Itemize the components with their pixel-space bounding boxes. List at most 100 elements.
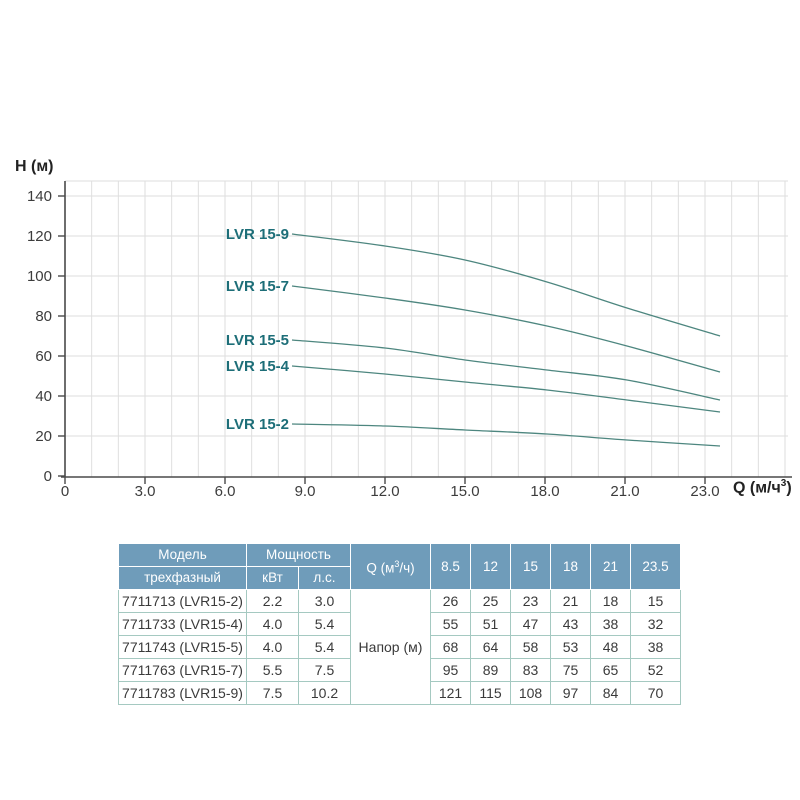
head-value-cell: 64 [470, 635, 511, 659]
head-value-cell: 58 [510, 635, 551, 659]
head-value-cell: 55 [430, 612, 471, 636]
head-value-cell: 18 [590, 589, 631, 613]
head-value-cell: 51 [470, 612, 511, 636]
x-axis-title-sup: 3 [780, 478, 787, 489]
chart-canvas: 0 20 40 60 80 100 120 140 0 3.0 6.0 9.0 12.0 15.0 18.0… [27, 180, 792, 500]
head-value-cell: 108 [510, 681, 551, 705]
y-tick-label: 100 [27, 268, 52, 285]
head-label-cell: Напор (м) [350, 589, 431, 705]
model-cell: 7711733 (LVR15-4) [118, 612, 247, 636]
hp-cell: 7.5 [298, 658, 351, 682]
head-value-cell: 32 [630, 612, 681, 636]
col-header-q-21: 21 [590, 543, 631, 590]
col-header-kw: кВт [246, 566, 299, 590]
y-tick-label: 40 [35, 388, 52, 405]
curve-lvr-15-5 [291, 339, 721, 401]
head-value-cell: 65 [590, 658, 631, 682]
head-value-cell: 53 [550, 635, 591, 659]
head-value-cell: 25 [470, 589, 511, 613]
head-value-cell: 38 [630, 635, 681, 659]
head-value-cell: 68 [430, 635, 471, 659]
table-body: 7711713 (LVR15-2) 2.2 3.0 Напор (м) 26 25 23 21… [118, 589, 681, 705]
col-header-model-sub: трехфазный [118, 566, 247, 590]
kw-cell: 4.0 [246, 635, 299, 659]
head-value-cell: 26 [430, 589, 471, 613]
y-tick-label: 120 [27, 228, 52, 245]
table-row: 7711763 (LVR15-7) 5.5 7.5 95 89 83 75 65 52 [118, 658, 681, 682]
x-tick-label: 9.0 [295, 483, 316, 500]
curve-lvr-15-4 [291, 365, 721, 413]
x-axis-title: Q (м/ч3) [733, 478, 792, 497]
x-axis-title-close: ) [786, 479, 792, 497]
q-header-close: /ч) [399, 560, 415, 576]
head-value-cell: 43 [550, 612, 591, 636]
head-value-cell: 89 [470, 658, 511, 682]
kw-cell: 7.5 [246, 681, 299, 705]
head-value-cell: 23 [510, 589, 551, 613]
kw-cell: 2.2 [246, 589, 299, 613]
hp-cell: 10.2 [298, 681, 351, 705]
model-cell: 7711783 (LVR15-9) [118, 681, 247, 705]
head-value-cell: 47 [510, 612, 551, 636]
model-cell: 7711713 (LVR15-2) [118, 589, 247, 613]
curve-label-lvr-15-5: LVR 15-5 [226, 332, 289, 349]
hp-cell: 5.4 [298, 635, 351, 659]
col-header-q-8.5: 8.5 [430, 543, 471, 590]
col-header-q: Q (м3/ч) [350, 543, 431, 590]
y-axis-title: H (м) [15, 158, 54, 175]
kw-cell: 4.0 [246, 612, 299, 636]
head-value-cell: 48 [590, 635, 631, 659]
table-header: Модель Мощность Q (м3/ч) 8.5 12 15 18 21 23.5… [118, 543, 681, 590]
x-tick-label: 0 [61, 483, 69, 500]
head-value-cell: 121 [430, 681, 471, 705]
head-value-cell: 75 [550, 658, 591, 682]
col-header-q-18: 18 [550, 543, 591, 590]
y-tick-label: 60 [35, 348, 52, 365]
curve-lvr-15-7 [291, 285, 721, 373]
head-value-cell: 70 [630, 681, 681, 705]
hp-cell: 3.0 [298, 589, 351, 613]
head-value-cell: 84 [590, 681, 631, 705]
pump-curves-chart: 0 20 40 60 80 100 120 140 0 3.0 6.0 9.0 12.0 15.0 18.0… [15, 158, 792, 500]
col-header-hp: л.с. [298, 566, 351, 590]
head-value-cell: 95 [430, 658, 471, 682]
head-value-cell: 21 [550, 589, 591, 613]
x-tick-label: 23.0 [690, 483, 719, 500]
col-header-model: Модель [118, 543, 247, 567]
curve-lvr-15-9 [291, 233, 721, 337]
table-row: 7711713 (LVR15-2) 2.2 3.0 Напор (м) 26 25 23 21… [118, 589, 681, 705]
model-cell: 7711763 (LVR15-7) [118, 658, 247, 682]
hp-cell: 5.4 [298, 612, 351, 636]
col-header-q-15: 15 [510, 543, 551, 590]
head-value-cell: 115 [470, 681, 511, 705]
curve-label-lvr-15-4: LVR 15-4 [226, 358, 290, 375]
head-value-cell: 97 [550, 681, 591, 705]
y-tick-label: 140 [27, 188, 52, 205]
model-cell: 7711743 (LVR15-5) [118, 635, 247, 659]
x-tick-label: 6.0 [215, 483, 236, 500]
pump-spec-table: Модель Мощность Q (м3/ч) 8.5 12 15 18 21 23.5… [118, 543, 681, 705]
x-axis-title-text: Q (м/ч [733, 479, 781, 497]
y-tick-label: 0 [44, 468, 52, 485]
x-tick-label: 15.0 [450, 483, 479, 500]
y-tick-label: 20 [35, 428, 52, 445]
curve-label-lvr-15-9: LVR 15-9 [226, 226, 289, 243]
y-tick-label: 80 [35, 308, 52, 325]
head-value-cell: 83 [510, 658, 551, 682]
x-tick-label: 18.0 [530, 483, 559, 500]
table-row: 7711743 (LVR15-5) 4.0 5.4 68 64 58 53 48 38 [118, 635, 681, 659]
col-header-q-23.5: 23.5 [630, 543, 681, 590]
head-value-cell: 52 [630, 658, 681, 682]
curve-lvr-15-2 [291, 423, 721, 447]
q-header-text: Q (м [366, 560, 395, 576]
kw-cell: 5.5 [246, 658, 299, 682]
col-header-q-12: 12 [470, 543, 511, 590]
table-row: 7711783 (LVR15-9) 7.5 10.2 121 115 108 97 84 70 [118, 681, 681, 705]
col-header-power: Мощность [246, 543, 351, 567]
x-tick-label: 21.0 [610, 483, 639, 500]
q-header-sup: 3 [394, 559, 400, 570]
head-value-cell: 38 [590, 612, 631, 636]
x-tick-label: 3.0 [135, 483, 156, 500]
x-tick-label: 12.0 [370, 483, 399, 500]
